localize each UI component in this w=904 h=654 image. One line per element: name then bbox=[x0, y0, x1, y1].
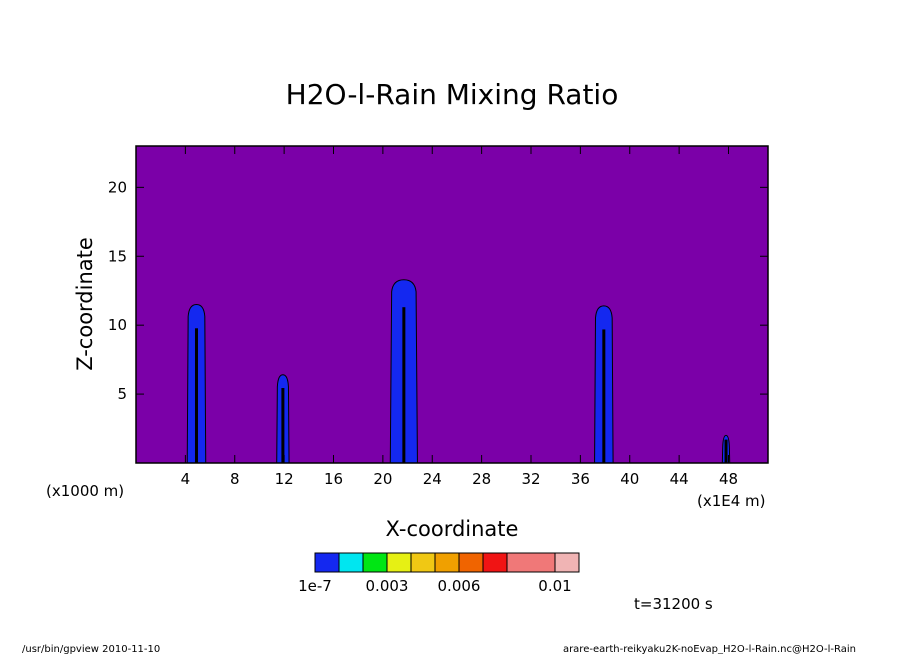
colorbar-label: 0.006 bbox=[438, 577, 481, 595]
colorbar-label: 1e-7 bbox=[298, 577, 332, 595]
colorbar-swatch bbox=[338, 552, 364, 573]
rain-core-3 bbox=[402, 307, 406, 463]
plot-background bbox=[136, 146, 768, 463]
colorbar-swatch bbox=[482, 552, 508, 573]
colorbar: 1e-7 0.003 0.006 0.01 bbox=[298, 552, 580, 595]
colorbar-swatch bbox=[410, 552, 436, 573]
y-tick-label: 5 bbox=[117, 385, 127, 403]
rain-core-5 bbox=[724, 439, 728, 463]
colorbar-swatch bbox=[362, 552, 388, 573]
x-tick-label: 4 bbox=[181, 470, 191, 488]
colorbar-swatch bbox=[458, 552, 484, 573]
colorbar-label: 0.01 bbox=[538, 577, 571, 595]
x-tick-label: 20 bbox=[373, 470, 392, 488]
chart-title: H2O-l-Rain Mixing Ratio bbox=[286, 78, 619, 111]
x-tick-label: 48 bbox=[719, 470, 738, 488]
x-tick-label: 8 bbox=[230, 470, 240, 488]
colorbar-swatch bbox=[434, 552, 460, 573]
x-axis-label: X-coordinate bbox=[386, 517, 519, 541]
x-tick-label: 28 bbox=[472, 470, 491, 488]
rain-core-4 bbox=[602, 329, 606, 463]
colorbar-swatch bbox=[554, 552, 580, 573]
x-unit-left: (x1000 m) bbox=[46, 482, 124, 500]
x-tick-label: 44 bbox=[670, 470, 689, 488]
colorbar-swatch bbox=[386, 552, 412, 573]
footer-right: arare-earth-reikyaku2K-noEvap_H2O-l-Rain… bbox=[563, 644, 856, 654]
colorbar-label: 0.003 bbox=[366, 577, 409, 595]
x-unit-right: (x1E4 m) bbox=[697, 492, 766, 510]
footer-left: /usr/bin/gpview 2010-11-10 bbox=[22, 644, 160, 654]
colorbar-swatch bbox=[506, 552, 556, 573]
x-tick-label: 36 bbox=[571, 470, 590, 488]
rain-core-1 bbox=[194, 328, 198, 463]
x-tick-label: 12 bbox=[275, 470, 294, 488]
y-tick-label: 20 bbox=[108, 178, 127, 196]
x-tick-label: 24 bbox=[423, 470, 442, 488]
colorbar-swatch bbox=[314, 552, 340, 573]
rain-core-2 bbox=[281, 388, 285, 463]
time-label: t=31200 s bbox=[634, 595, 713, 613]
y-tick-label: 10 bbox=[108, 316, 127, 334]
plot-frame bbox=[135, 145, 769, 464]
y-tick-label: 15 bbox=[108, 247, 127, 265]
x-tick-label: 16 bbox=[324, 470, 343, 488]
x-tick-label: 40 bbox=[620, 470, 639, 488]
y-axis-label: Z-coordinate bbox=[73, 237, 97, 371]
x-tick-label: 32 bbox=[521, 470, 540, 488]
